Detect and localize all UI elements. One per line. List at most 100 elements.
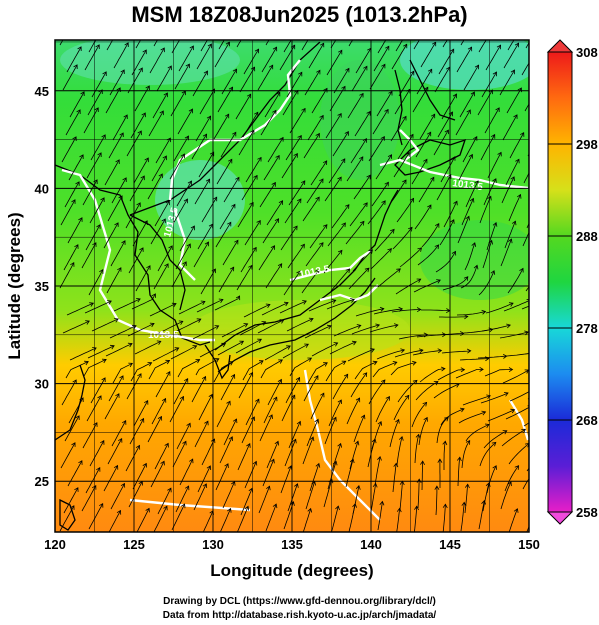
streamline <box>325 113 342 139</box>
streamline <box>323 479 333 508</box>
streamline-arrow <box>224 463 229 468</box>
streamline-arrow <box>92 242 97 247</box>
streamline-arrow <box>290 501 295 506</box>
streamline <box>457 216 470 244</box>
streamline <box>61 379 77 406</box>
streamline-arrow <box>205 178 211 184</box>
streamline <box>503 42 519 69</box>
streamline-arrow <box>492 221 498 227</box>
streamline <box>106 40 114 51</box>
streamline <box>174 63 190 90</box>
streamline-arrow <box>73 64 78 70</box>
streamline-arrow <box>490 27 494 31</box>
x-tick-label: 145 <box>439 537 461 552</box>
streamline <box>281 395 296 422</box>
streamline <box>455 369 484 379</box>
streamline-arrow <box>250 129 255 135</box>
streamline-arrow <box>195 359 201 364</box>
streamline-arrow <box>345 67 350 73</box>
streamline <box>310 393 325 420</box>
streamline <box>526 467 529 472</box>
streamline-arrow <box>322 160 328 166</box>
streamline-arrow <box>234 239 239 245</box>
streamline-arrow <box>403 43 408 49</box>
streamline-arrow <box>495 107 500 112</box>
streamline-arrow <box>227 507 232 513</box>
streamline-arrow <box>121 420 127 425</box>
streamline-arrow <box>510 176 515 182</box>
streamline-arrow <box>187 180 192 186</box>
streamline <box>443 201 458 228</box>
streamline-arrow <box>313 25 317 29</box>
streamline <box>64 181 80 208</box>
streamline <box>486 222 497 251</box>
streamline-arrow <box>442 440 448 446</box>
streamline-arrow <box>180 503 186 509</box>
streamline-arrow <box>474 180 479 186</box>
streamline <box>524 103 529 112</box>
streamline <box>194 179 210 205</box>
streamline-arrow <box>526 299 529 304</box>
streamline-arrow <box>467 46 473 52</box>
streamline-arrow <box>208 393 213 399</box>
streamline-arrow <box>135 444 141 450</box>
streamline <box>105 87 121 114</box>
streamline-arrow <box>300 243 305 249</box>
streamline-arrow <box>405 151 410 157</box>
streamline-arrow <box>297 134 302 140</box>
streamline <box>235 338 262 354</box>
streamline-arrow <box>71 442 76 447</box>
streamline-arrow <box>276 91 281 97</box>
streamline <box>151 398 166 425</box>
streamline <box>349 202 368 227</box>
streamline-arrow <box>335 505 340 511</box>
streamline <box>240 247 257 273</box>
streamline <box>60 199 76 226</box>
streamline-arrow <box>360 414 366 420</box>
streamline <box>135 265 151 292</box>
streamline <box>287 244 305 269</box>
streamline <box>436 417 449 444</box>
streamline-arrow <box>481 309 487 315</box>
streamline <box>353 415 365 443</box>
streamline-arrow <box>270 245 276 250</box>
streamline-arrow <box>256 219 261 225</box>
streamline-arrow <box>510 408 516 414</box>
streamline-arrow <box>121 240 126 245</box>
streamline <box>412 350 442 356</box>
streamline-arrow <box>384 108 389 114</box>
streamline <box>258 245 275 271</box>
streamline <box>390 116 407 142</box>
streamline-arrow <box>232 131 237 137</box>
streamline <box>240 488 253 516</box>
streamline <box>477 355 507 359</box>
y-tick-labels: 25 30 35 40 45 <box>35 84 49 489</box>
streamline-arrow <box>393 462 399 468</box>
streamline-arrow <box>534 158 538 162</box>
streamline-arrow <box>538 267 542 271</box>
streamline-arrow <box>341 85 346 91</box>
streamline <box>67 217 83 244</box>
streamline-arrow <box>395 418 400 424</box>
streamline <box>419 368 445 383</box>
streamline <box>174 318 201 333</box>
streamline <box>478 270 495 296</box>
streamline-arrow <box>95 44 100 50</box>
x-tick-label: 135 <box>281 537 303 552</box>
streamline <box>331 506 339 532</box>
streamline <box>242 112 259 138</box>
streamline-arrow <box>184 485 190 491</box>
streamline-arrow <box>230 24 234 28</box>
streamline-arrow <box>265 303 271 309</box>
streamline <box>133 400 149 427</box>
streamline <box>157 488 172 515</box>
streamline <box>152 347 179 362</box>
streamline-arrow <box>393 323 399 328</box>
streamline <box>328 399 342 427</box>
streamline-arrow <box>508 302 514 307</box>
streamline-arrow <box>71 199 76 204</box>
streamline-arrow <box>341 222 346 228</box>
streamline <box>152 92 168 119</box>
streamline-arrow <box>491 441 497 447</box>
streamline <box>113 42 129 69</box>
